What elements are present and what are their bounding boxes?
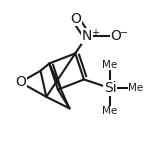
Text: O: O xyxy=(70,12,81,26)
Text: Si: Si xyxy=(104,81,116,95)
Text: −: − xyxy=(120,28,128,38)
Text: Me: Me xyxy=(102,106,118,116)
Text: O: O xyxy=(15,75,26,89)
Text: Me: Me xyxy=(128,83,144,93)
Text: +: + xyxy=(91,28,99,38)
Text: N: N xyxy=(82,29,92,43)
Text: O: O xyxy=(110,29,121,43)
Text: Me: Me xyxy=(102,60,118,70)
